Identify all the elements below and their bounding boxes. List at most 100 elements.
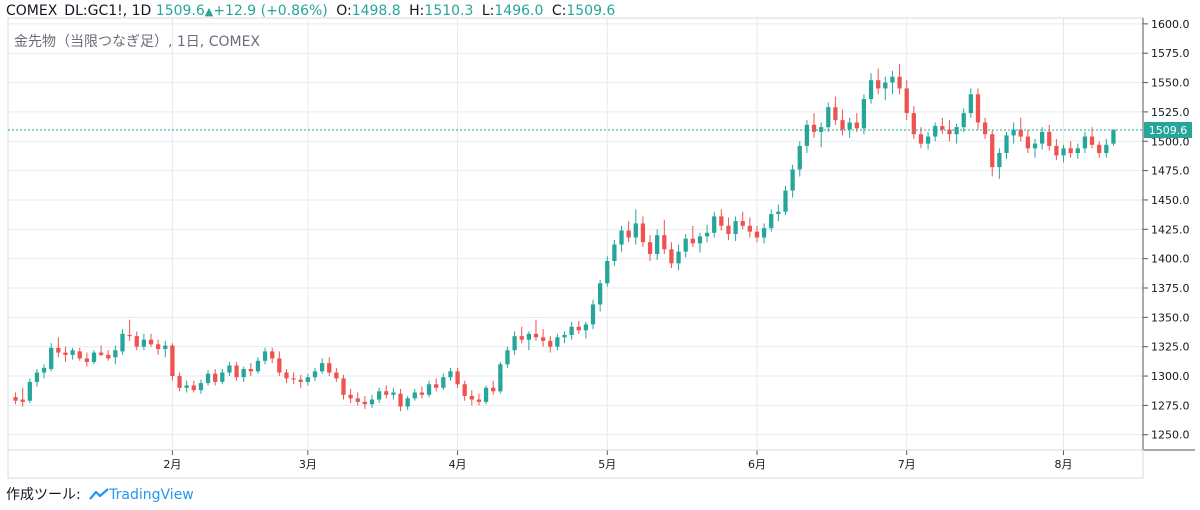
x-axis-area [7,449,1144,479]
candle-body [975,94,981,123]
candle-body [590,304,596,325]
candle-body [498,364,503,392]
y-tick-label: 1500.0 [1151,135,1190,148]
candle-body [1032,143,1038,149]
candle-body [790,169,795,191]
candle-body [933,126,938,137]
candle-body [455,371,460,385]
candle-body [619,230,624,245]
candle-body [840,120,845,130]
candle-body [640,223,646,243]
candle-body [598,283,603,305]
candle-body [312,371,318,378]
candle-body [227,365,232,373]
candle-body [298,379,303,382]
candle-body [576,326,581,331]
candle-body [412,392,417,399]
candle-body [327,363,332,373]
candle-body [91,352,97,362]
candle-body [662,235,667,250]
candle-body [191,385,196,391]
candle-body [362,401,368,405]
y-tick-label: 1425.0 [1151,223,1190,236]
candle-body [398,393,403,407]
candle-body [241,369,246,378]
candle-body [982,122,988,135]
candle-body [562,334,567,338]
low-label: L: [481,3,495,19]
candle-body [56,347,61,353]
candle-body [990,134,995,168]
candle-body [156,344,161,350]
candle-body [733,221,738,234]
candle-body [20,399,25,402]
candle-body [726,225,731,234]
candle-body [319,363,325,372]
candlestick-chart[interactable]: 1250.0 1275.0 1300.0 1325.0 1350.0 1375.0 1400… [0,0,1200,480]
y-tick-label: 1475.0 [1151,165,1190,178]
candle-body [704,232,710,237]
candle-body [555,337,560,347]
candle-body [448,371,453,378]
candle-body [1054,145,1059,156]
up-triangle-icon: ▲ [204,5,214,18]
y-tick-label: 1600.0 [1151,18,1190,31]
x-tick-label: 3月 [299,458,317,471]
x-tick-label: 6月 [748,458,766,471]
candle-body [519,336,524,340]
chart-title: 金先物（当限つなぎ足）, 1日, COMEX [14,34,261,50]
tradingview-logo[interactable]: TradingView [89,487,194,503]
candle-body [270,351,275,359]
candle-body [761,228,767,238]
candle-body [434,384,439,388]
candle-body [861,99,867,129]
candle-body [1061,148,1066,156]
footer-credit: 作成ツール: TradingView [6,484,194,504]
chart-header: COMEX_DL:GC1!, 1D 1509.6▲+12.9 (+0.86%) … [6,1,615,22]
candle-body [127,334,132,337]
candle-body [897,76,902,89]
candle-body [1004,135,1009,153]
candle-body [868,80,874,99]
candle-body [483,387,489,402]
candle-body [712,216,717,233]
candle-body [419,392,425,395]
symbol-label: COMEX_DL:GC1!, 1D [6,3,152,19]
x-tick-label: 4月 [449,458,467,471]
candle-body [476,399,482,402]
candle-body [255,360,261,372]
current-price-badge [1144,121,1192,138]
candle-body [141,339,147,347]
candle-body [405,398,410,407]
candle-body [797,145,802,170]
candle-body [1047,131,1052,146]
candle-body [34,372,40,382]
candle-body [1011,129,1016,136]
candle-body [719,216,724,226]
candle-body [683,238,688,252]
price-change: +12.9 (+0.86%) [213,3,328,19]
candle-body [1068,148,1073,153]
candle-body [740,221,745,226]
y-tick-label: 1350.0 [1151,311,1190,324]
y-tick-label: 1275.0 [1151,399,1190,412]
candle-body [391,392,396,395]
y-tick-label: 1325.0 [1151,341,1190,354]
candle-body [940,126,945,130]
tradingview-icon [89,488,109,500]
candle-body [690,238,695,244]
y-tick-label: 1250.0 [1151,429,1190,442]
candle-body [804,124,810,146]
candle-body [426,384,432,395]
x-tick-label: 7月 [898,458,916,471]
candle-body [548,340,553,347]
candle-body [469,396,474,400]
candle-body [833,107,838,121]
candle-body [305,377,310,382]
x-tick-label: 2月 [163,458,181,471]
candle-body [113,350,118,358]
candle-body [177,376,182,388]
candle-body [533,333,539,338]
candle-body [776,211,781,215]
candle-body [284,372,289,379]
